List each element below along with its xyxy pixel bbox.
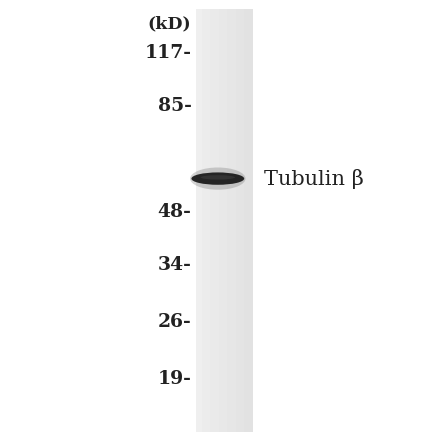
Bar [227,9,236,432]
Bar [193,9,202,432]
Bar [184,9,193,432]
Text: 26-: 26- [158,313,191,331]
Text: Tubulin β: Tubulin β [264,168,364,189]
Text: 117-: 117- [144,44,191,62]
Bar [196,9,253,432]
Text: (kD): (kD) [148,15,191,33]
Bar [210,9,219,432]
Bar [202,9,210,432]
Ellipse shape [191,172,244,185]
Ellipse shape [190,168,246,190]
Text: 85-: 85- [158,97,191,115]
Text: 19-: 19- [158,370,191,388]
Bar [245,9,253,432]
Text: 48-: 48- [158,203,191,220]
Bar [236,9,244,432]
Text: 34-: 34- [158,256,191,273]
Bar [219,9,227,432]
Ellipse shape [201,175,235,179]
